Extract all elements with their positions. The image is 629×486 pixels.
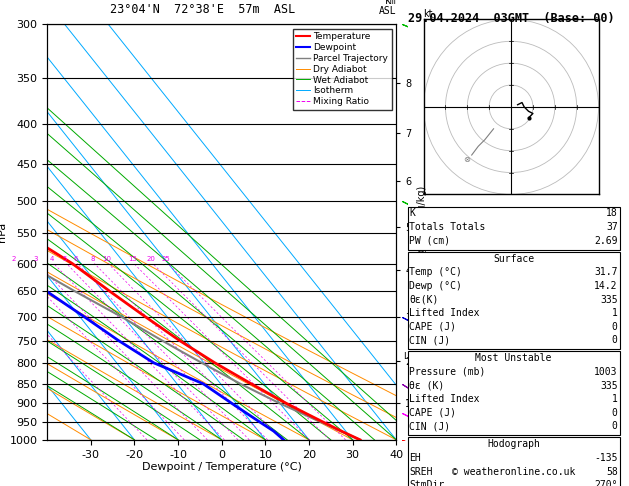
- Text: θε(K): θε(K): [409, 295, 439, 305]
- Text: 29.04.2024  03GMT  (Base: 00): 29.04.2024 03GMT (Base: 00): [408, 12, 614, 25]
- Y-axis label: hPa: hPa: [0, 222, 7, 242]
- Text: $\otimes$: $\otimes$: [463, 155, 472, 164]
- Text: 0: 0: [612, 322, 618, 332]
- Text: K: K: [409, 208, 415, 219]
- Text: CIN (J): CIN (J): [409, 335, 450, 346]
- Text: 0: 0: [612, 421, 618, 432]
- Text: 335: 335: [600, 381, 618, 391]
- Text: 25: 25: [162, 256, 170, 262]
- Text: 2: 2: [12, 256, 16, 262]
- Text: Most Unstable: Most Unstable: [476, 353, 552, 364]
- Text: 0: 0: [612, 335, 618, 346]
- Text: 2.69: 2.69: [594, 236, 618, 246]
- Text: 5: 5: [63, 256, 67, 262]
- Text: 1: 1: [612, 308, 618, 318]
- Text: 8: 8: [91, 256, 95, 262]
- Text: Temp (°C): Temp (°C): [409, 267, 462, 278]
- Legend: Temperature, Dewpoint, Parcel Trajectory, Dry Adiabot, Wet Adiabot, Isotherm, Mi: Temperature, Dewpoint, Parcel Trajectory…: [292, 29, 392, 110]
- Text: EH: EH: [409, 453, 421, 463]
- Text: 58: 58: [606, 467, 618, 477]
- Text: km
ASL: km ASL: [379, 0, 396, 16]
- Text: kt: kt: [423, 9, 433, 19]
- X-axis label: Dewpoint / Temperature (°C): Dewpoint / Temperature (°C): [142, 462, 302, 472]
- Text: 23°04'N  72°38'E  57m  ASL: 23°04'N 72°38'E 57m ASL: [110, 3, 295, 16]
- Text: θε (K): θε (K): [409, 381, 445, 391]
- Text: CAPE (J): CAPE (J): [409, 408, 457, 418]
- Text: 270°: 270°: [594, 480, 618, 486]
- Text: CIN (J): CIN (J): [409, 421, 450, 432]
- Text: LCL: LCL: [403, 352, 420, 361]
- Text: 31.7: 31.7: [594, 267, 618, 278]
- Text: Lifted Index: Lifted Index: [409, 394, 480, 404]
- Text: Totals Totals: Totals Totals: [409, 222, 486, 232]
- Text: Pressure (mb): Pressure (mb): [409, 367, 486, 377]
- Text: -135: -135: [594, 453, 618, 463]
- Text: 4: 4: [50, 256, 54, 262]
- Text: 1003: 1003: [594, 367, 618, 377]
- Text: 0: 0: [612, 408, 618, 418]
- Text: SREH: SREH: [409, 467, 433, 477]
- Text: 15: 15: [128, 256, 136, 262]
- Text: PW (cm): PW (cm): [409, 236, 450, 246]
- Text: 335: 335: [600, 295, 618, 305]
- Text: 37: 37: [606, 222, 618, 232]
- Text: 10: 10: [102, 256, 111, 262]
- Text: CAPE (J): CAPE (J): [409, 322, 457, 332]
- Text: 6: 6: [73, 256, 78, 262]
- Y-axis label: Mixing Ratio (g/kg): Mixing Ratio (g/kg): [417, 186, 427, 278]
- Text: 18: 18: [606, 208, 618, 219]
- Text: StmDir: StmDir: [409, 480, 445, 486]
- Text: Dewp (°C): Dewp (°C): [409, 281, 462, 291]
- Text: Lifted Index: Lifted Index: [409, 308, 480, 318]
- Text: Surface: Surface: [493, 254, 534, 264]
- Text: 3: 3: [34, 256, 38, 262]
- Text: Hodograph: Hodograph: [487, 439, 540, 450]
- Text: 14.2: 14.2: [594, 281, 618, 291]
- Text: 1: 1: [612, 394, 618, 404]
- Text: 20: 20: [147, 256, 155, 262]
- Text: © weatheronline.co.uk: © weatheronline.co.uk: [452, 467, 576, 477]
